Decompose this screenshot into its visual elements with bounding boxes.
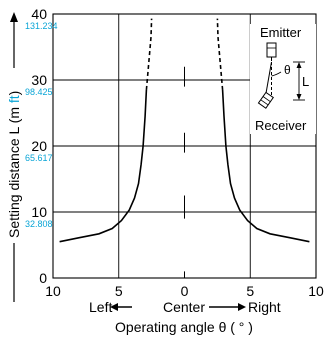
y-tick-label: 20 xyxy=(31,138,47,154)
x-tick-label: 0 xyxy=(181,283,189,299)
y-tick-label: 0 xyxy=(39,270,47,286)
y-axis-title-close: ) xyxy=(6,91,22,96)
x-axis-tick-labels: 10 5 0 5 10 xyxy=(45,283,324,299)
y-axis-title-unit-ft: ft xyxy=(6,95,22,103)
y-axis-feet-labels: 32.808 65.617 98.425 131.234 xyxy=(25,21,58,229)
operating-range-curves xyxy=(59,18,310,243)
y-axis-title-group: Setting distance L (m ft) xyxy=(6,12,22,302)
distance-label: L xyxy=(302,74,309,89)
y-axis-title-main: Setting distance L (m xyxy=(6,103,22,238)
emitter-label: Emitter xyxy=(260,25,302,40)
range-curve-left-solid xyxy=(59,89,148,243)
y-axis-tick-labels: 0 10 20 30 40 xyxy=(31,6,47,286)
y-tick-label: 10 xyxy=(31,204,47,220)
direction-right-label: Right xyxy=(248,299,281,315)
range-curve-right-dashed xyxy=(216,18,224,90)
right-arrow-icon xyxy=(209,303,246,311)
direction-center-label: Center xyxy=(163,299,205,315)
y-feet-label: 98.425 xyxy=(25,87,53,97)
y-feet-label: 131.234 xyxy=(25,21,58,31)
x-tick-label: 5 xyxy=(246,283,254,299)
y-axis-arrow-head xyxy=(10,12,18,22)
y-feet-label: 65.617 xyxy=(25,153,53,163)
direction-left-label: Left xyxy=(89,299,112,315)
theta-label: θ xyxy=(284,63,291,77)
x-tick-label: 5 xyxy=(115,283,123,299)
y-tick-label: 30 xyxy=(31,72,47,88)
theta-arc xyxy=(271,71,282,77)
range-curve-right-solid xyxy=(221,89,310,243)
range-curve-left-dashed xyxy=(145,18,153,90)
receiver-label: Receiver xyxy=(255,118,307,133)
plot-frame xyxy=(52,13,317,279)
emitter-receiver-inset: Emitter θ L Receiver xyxy=(250,24,316,134)
x-axis-title: Operating angle θ ( ° ) xyxy=(115,319,253,335)
receiver-icon xyxy=(257,91,274,109)
x-tick-label: 10 xyxy=(308,283,324,299)
emitter-icon xyxy=(266,42,277,61)
y-feet-label: 32.808 xyxy=(25,219,53,229)
direction-row: Left Center Right xyxy=(89,299,281,315)
x-tick-label: 10 xyxy=(45,283,61,299)
y-axis-title: Setting distance L (m ft) xyxy=(6,91,22,238)
y-tick-label: 40 xyxy=(31,6,47,22)
inset-background xyxy=(250,24,316,134)
left-arrow-icon xyxy=(110,303,132,311)
distance-dimension xyxy=(293,61,305,101)
